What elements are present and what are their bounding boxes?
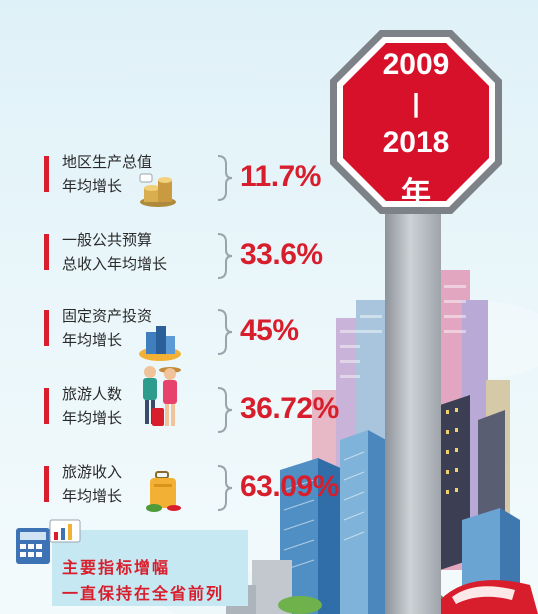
octagon-sign-icon <box>330 30 502 214</box>
indicator-value: 63.09% <box>240 470 339 503</box>
indicator-tourist-count-growth: 旅游人数 年均增长 36.72% <box>44 366 339 442</box>
tourists-icon <box>143 366 181 426</box>
brace-icon <box>217 387 233 433</box>
sign-pole <box>385 214 441 614</box>
indicator-value: 11.7% <box>240 160 321 193</box>
indicator-value: 33.6% <box>240 238 323 271</box>
period-end-year: 2018 <box>382 126 450 159</box>
footer-panel <box>52 530 248 606</box>
indicator-marker <box>44 156 49 192</box>
indicator-gdp-growth: 地区生产总值 年均增长 11.7% <box>44 150 321 210</box>
indicator-label: 旅游收入 年均增长 <box>62 463 123 505</box>
brace-icon <box>217 309 233 355</box>
footer-line-2: 一直保持在全省前列 <box>62 584 225 603</box>
brace-icon <box>217 155 233 201</box>
indicator-marker <box>44 310 49 346</box>
indicator-tourism-revenue-growth: 旅游收入 年均增长 63.09% <box>44 460 339 520</box>
indicator-marker <box>44 234 49 270</box>
indicator-public-budget-growth: 一般公共预算 总收入年均增长 33.6% <box>44 228 323 288</box>
indicator-label: 固定资产投资 年均增长 <box>62 307 153 349</box>
indicator-fixed-asset-investment-growth: 固定资产投资 年均增长 45% <box>44 304 304 364</box>
indicator-label: 一般公共预算 总收入年均增长 <box>62 231 168 273</box>
indicator-label: 地区生产总值 年均增长 <box>62 153 153 195</box>
luggage-icon <box>146 471 181 512</box>
coins-icon <box>139 173 176 207</box>
brace-icon <box>217 465 233 511</box>
indicator-marker <box>44 388 49 424</box>
period-unit: 年 <box>401 177 431 210</box>
period-separator: | <box>412 88 420 118</box>
indicator-value: 45% <box>240 314 299 347</box>
calculator-chart-icon <box>16 519 81 564</box>
period-start-year: 2009 <box>382 48 450 81</box>
indicator-value: 36.72% <box>240 392 339 425</box>
brace-icon <box>217 233 233 279</box>
buildings-icon <box>139 326 181 361</box>
indicator-marker <box>44 466 49 502</box>
indicator-label: 旅游人数 年均增长 <box>62 385 123 427</box>
footer-line-1: 主要指标增幅 <box>62 558 171 577</box>
